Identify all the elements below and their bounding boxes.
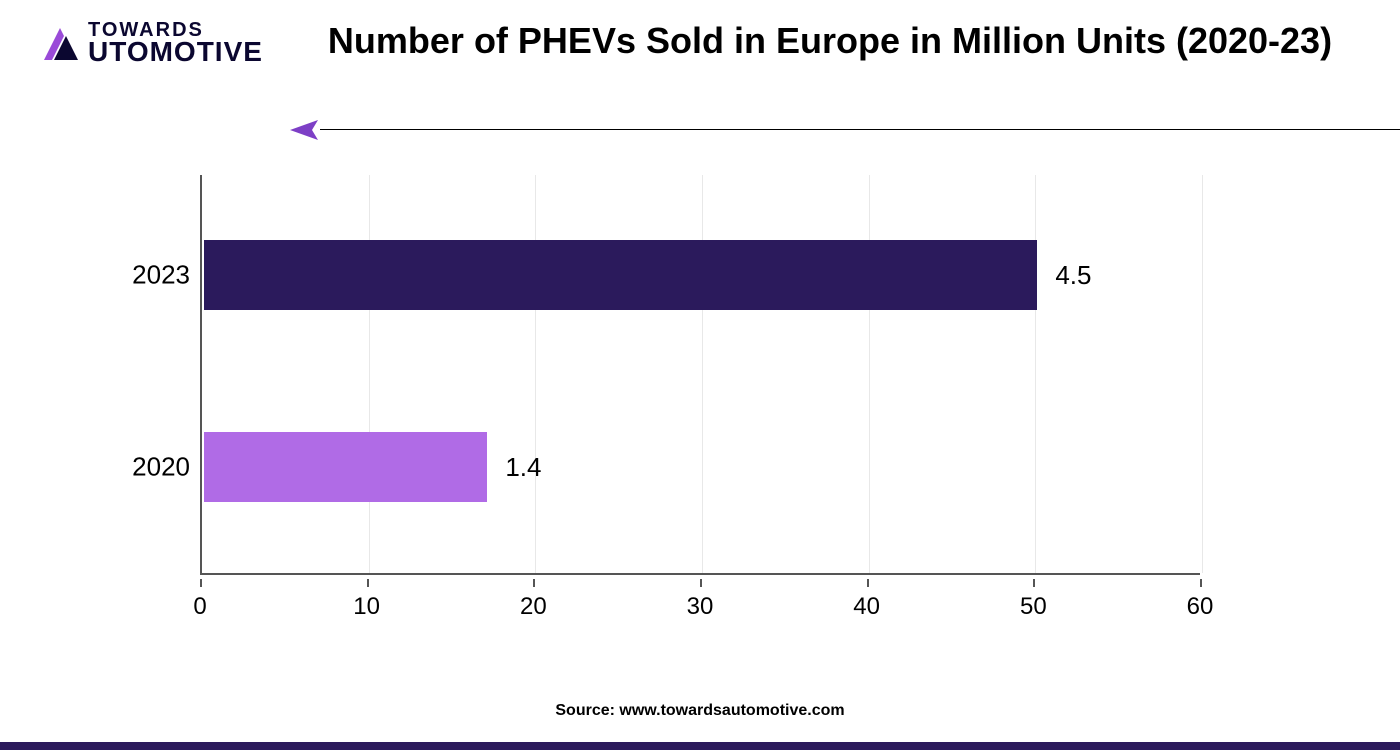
bar — [204, 432, 487, 502]
x-tick-label: 10 — [353, 593, 380, 621]
x-tick-label: 20 — [520, 593, 547, 621]
logo-mark-icon — [40, 22, 82, 64]
x-tick — [700, 579, 702, 587]
logo-text: TOWARDS UTOMOTIVE — [88, 20, 263, 66]
x-tick — [533, 579, 535, 587]
x-tick-label: 0 — [193, 593, 206, 621]
x-tick-label: 40 — [853, 593, 880, 621]
bar — [204, 240, 1037, 310]
x-tick — [1033, 579, 1035, 587]
grid-line — [1035, 175, 1036, 573]
grid-line — [369, 175, 370, 573]
x-tick — [1200, 579, 1202, 587]
grid-line — [1202, 175, 1203, 573]
divider-line — [320, 129, 1400, 130]
y-category-label: 2020 — [132, 452, 190, 483]
chart: 4.51.4 010203040506020232020 — [200, 175, 1200, 615]
bar-value-label: 4.5 — [1055, 260, 1091, 291]
x-tick — [367, 579, 369, 587]
brand-logo: TOWARDS UTOMOTIVE — [40, 20, 263, 66]
arrow-left-icon — [290, 120, 324, 140]
divider-arrow — [290, 120, 1400, 140]
x-tick — [867, 579, 869, 587]
grid-line — [535, 175, 536, 573]
chart-title: Number of PHEVs Sold in Europe in Millio… — [300, 18, 1360, 63]
grid-line — [869, 175, 870, 573]
y-category-label: 2023 — [132, 260, 190, 291]
x-tick-label: 50 — [1020, 593, 1047, 621]
grid-line — [702, 175, 703, 573]
bar-row: 1.4 — [204, 432, 541, 502]
x-tick — [200, 579, 202, 587]
source-text: Source: www.towardsautomotive.com — [0, 702, 1400, 720]
x-tick-label: 60 — [1187, 593, 1214, 621]
bar-value-label: 1.4 — [505, 452, 541, 483]
logo-line2: UTOMOTIVE — [88, 38, 263, 66]
x-tick-label: 30 — [687, 593, 714, 621]
bar-row: 4.5 — [204, 240, 1091, 310]
plot-area: 4.5 1.4 — [200, 175, 1200, 575]
footer-bar — [0, 742, 1400, 750]
